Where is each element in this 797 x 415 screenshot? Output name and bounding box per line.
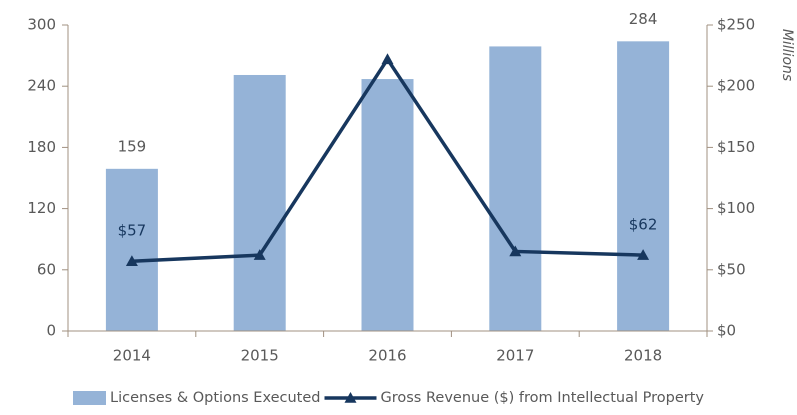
y-tick-label: 60: [37, 260, 56, 278]
x-tick-label: 2017: [496, 347, 534, 365]
y2-axis-label: Millions: [779, 29, 795, 81]
x-tick-label: 2016: [368, 347, 406, 365]
bar-label: 159: [118, 137, 147, 155]
y-tick-label: 300: [27, 16, 56, 34]
y2-tick-label: $250: [717, 16, 755, 34]
y-tick-label: 180: [27, 138, 56, 156]
legend-label: Gross Revenue ($) from Intellectual Prop…: [381, 390, 705, 406]
x-tick-label: 2015: [241, 347, 279, 365]
y2-tick-label: $100: [717, 199, 755, 217]
y-tick-label: 0: [46, 322, 56, 340]
legend-label: Licenses & Options Executed: [110, 390, 321, 406]
line-marker: [381, 53, 394, 65]
line-marker: [509, 245, 522, 257]
bar: [233, 74, 286, 331]
bar-label: 284: [629, 10, 658, 28]
bar: [489, 46, 542, 332]
x-tick-label: 2018: [624, 347, 662, 365]
y2-tick-label: $0: [717, 322, 736, 340]
bar: [617, 41, 670, 331]
y2-tick-label: $50: [717, 260, 746, 278]
line-marker: [253, 249, 266, 260]
legend-swatch: [73, 391, 106, 405]
bar: [105, 168, 158, 331]
y2-tick-label: $200: [717, 77, 755, 95]
y-tick-label: 120: [27, 199, 56, 217]
y-tick-label: 240: [27, 77, 56, 95]
legend-marker: [344, 392, 357, 403]
x-tick-label: 2014: [113, 347, 151, 365]
line-label: $57: [118, 222, 147, 240]
bar: [361, 79, 414, 331]
line-marker: [125, 255, 138, 267]
line-marker: [637, 249, 650, 260]
y2-tick-label: $150: [717, 138, 755, 156]
line-label: $62: [629, 216, 658, 234]
